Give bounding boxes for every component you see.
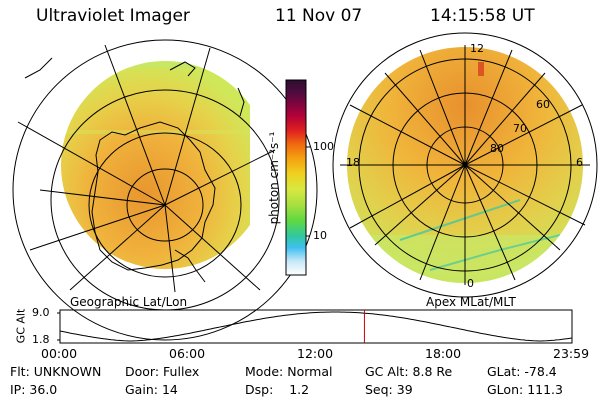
altitude-x-3: 18:00 — [425, 346, 462, 361]
info-door: Door: Fullex — [125, 364, 200, 379]
info-mode: Mode: Normal — [245, 364, 333, 379]
altitude-plot — [57, 309, 573, 344]
info-flt: Flt: UNKNOWN — [10, 364, 102, 379]
altitude-x-2: 12:00 — [297, 346, 334, 361]
altitude-x-1: 06:00 — [169, 346, 206, 361]
mlat-label-70: 70 — [513, 122, 527, 135]
mlt-label-right: 6 — [576, 156, 583, 169]
mlat-label-80: 80 — [490, 142, 504, 155]
altitude-ymin: 1.8 — [32, 333, 50, 346]
info-glon: GLon: 111.3 — [487, 382, 563, 397]
mlat-label-60: 60 — [536, 98, 550, 111]
geographic-label: Geographic Lat/Lon — [70, 295, 188, 309]
colorbar-tick-100: 100 — [313, 140, 334, 153]
altitude-x-0: 00:00 — [41, 346, 78, 361]
date-label: 11 Nov 07 — [275, 6, 363, 26]
altitude-x-4: 23:59 — [553, 346, 590, 361]
magnetic-image — [332, 32, 598, 298]
info-gc-alt: GC Alt: 8.8 Re — [365, 364, 453, 379]
mlt-label-bottom: 0 — [467, 277, 474, 290]
orbit-altitude-curve — [59, 311, 573, 342]
instrument-title: Ultraviolet Imager — [36, 6, 190, 26]
colorbar — [285, 79, 307, 276]
altitude-ymax: 9.0 — [32, 306, 50, 319]
magnetic-label: Apex MLat/MLT — [426, 295, 516, 309]
altitude-ylabel: GC Alt — [14, 308, 28, 344]
info-seq: Seq: 39 — [365, 382, 413, 397]
colorbar-unit-label: photon cm⁻²s⁻¹ — [267, 131, 281, 225]
mlt-label-top: 12 — [470, 42, 484, 55]
colorbar-tick-10: 10 — [313, 229, 327, 242]
time-label: 14:15:58 UT — [430, 6, 535, 26]
info-glat: GLat: -78.4 — [487, 364, 557, 379]
mlt-label-left: 18 — [346, 156, 360, 169]
info-ip: IP: 36.0 — [10, 382, 58, 397]
info-gain: Gain: 14 — [125, 382, 178, 397]
info-dsp: Dsp: 1.2 — [245, 382, 310, 397]
